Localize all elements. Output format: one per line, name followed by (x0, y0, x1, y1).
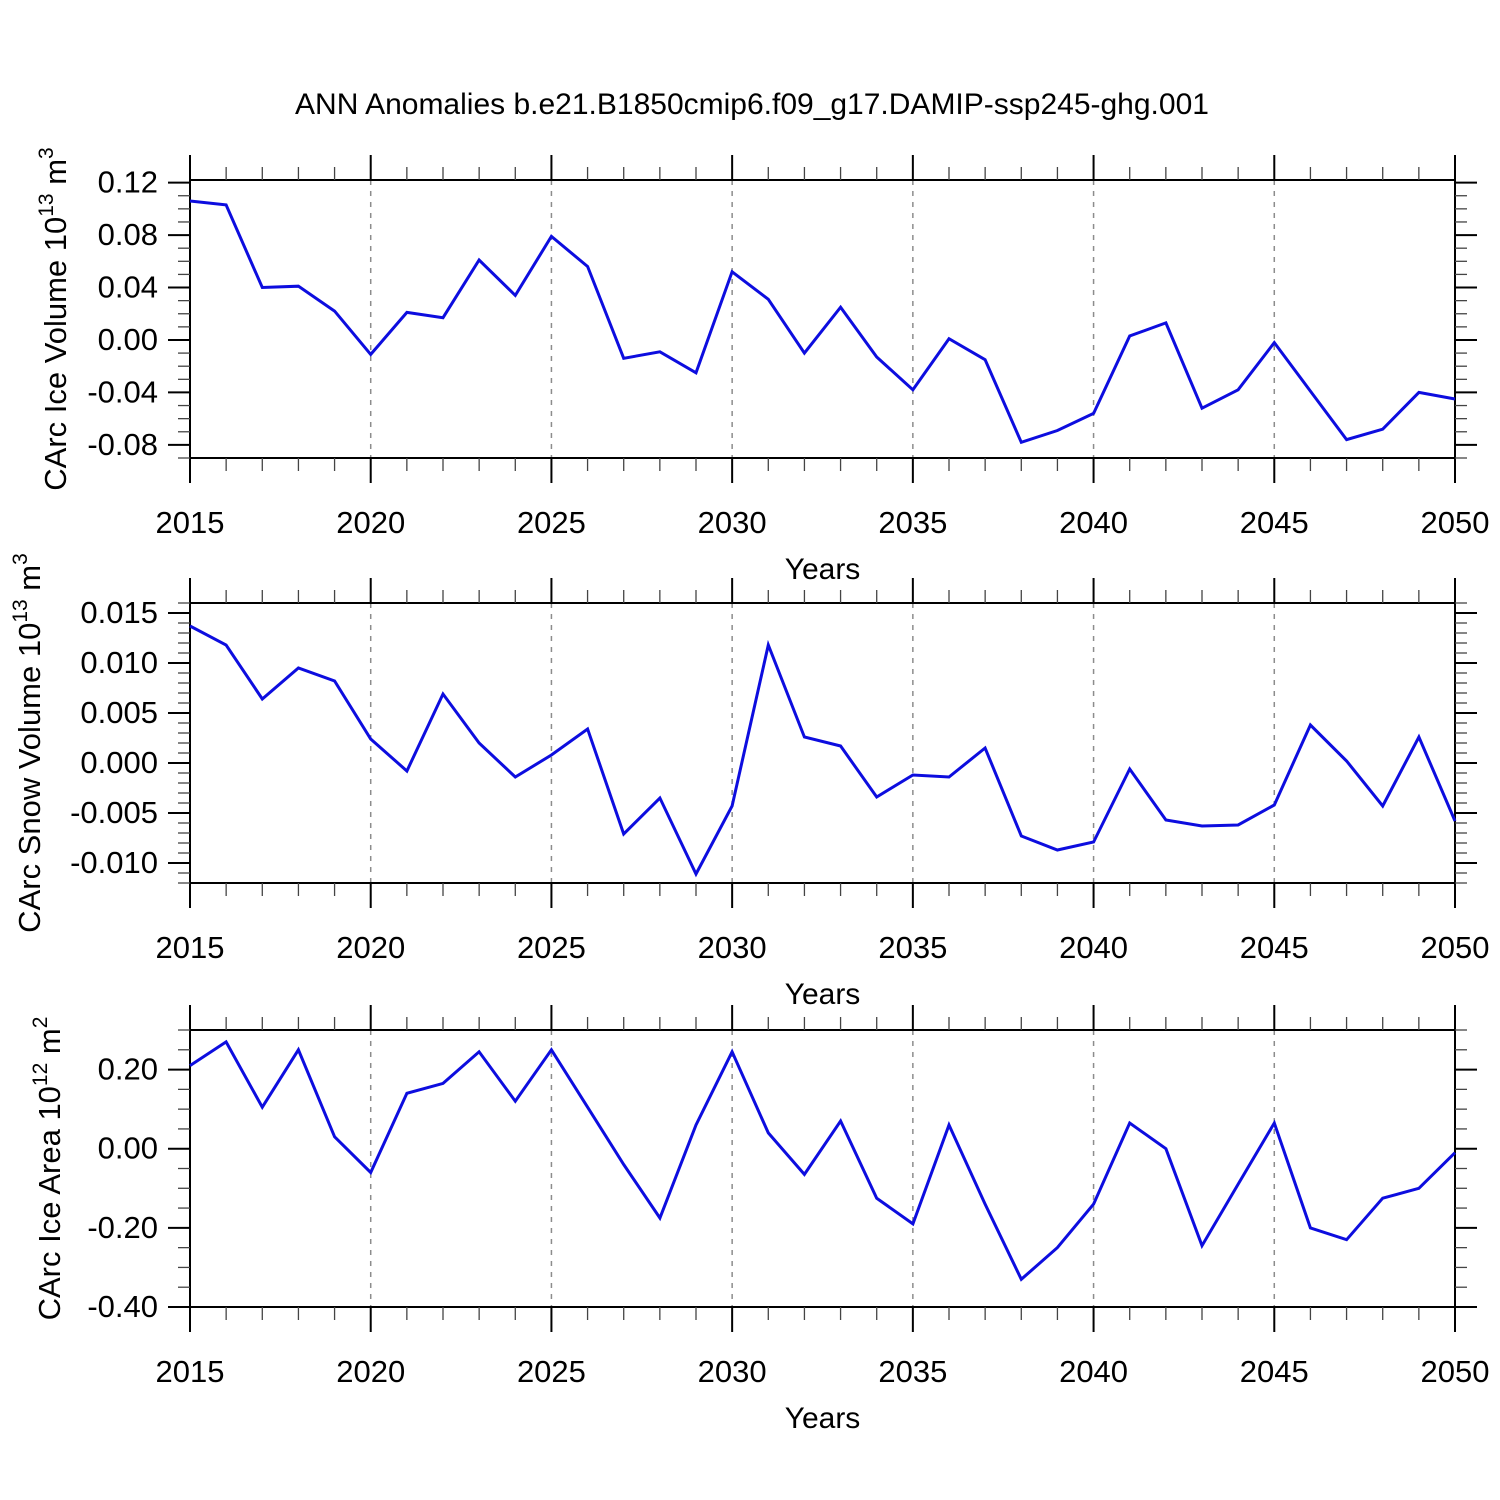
x-tick-label: 2025 (517, 930, 586, 965)
y-tick-label: 0.00 (98, 322, 158, 357)
panel-ice-area: 2015 2020 2025 2030 2035 2040 2045 2050 0.20 0.00… (29, 1005, 1489, 1435)
x-tick-label: 2015 (156, 1354, 225, 1389)
x-axis-title: Years (785, 1402, 861, 1435)
x-tick-label: 2035 (878, 930, 947, 965)
x-tick-label: 2025 (517, 1354, 586, 1389)
x-tick-label: 2035 (878, 1354, 947, 1389)
x-tick-label: 2040 (1059, 1354, 1128, 1389)
data-line-ice-area (189, 1039, 1457, 1282)
x-tick-label: 2030 (698, 1354, 767, 1389)
x-tick-label: 2025 (517, 505, 586, 540)
data-line-snow-volume (189, 624, 1457, 878)
y-tick-label: 0.20 (98, 1052, 158, 1087)
x-tick-label: 2045 (1240, 930, 1309, 965)
y-tick-label: 0.08 (98, 217, 158, 252)
y-axis-title: CArc Ice Volume 1013 m3 (35, 147, 73, 490)
y-tick-label: 0.010 (80, 645, 158, 680)
y-tick-label: 0.015 (80, 595, 158, 630)
y-tick-label: 0.005 (80, 695, 158, 730)
panels-group: 2015 2020 2025 2030 2035 2040 2045 2050 0.12 0.08… (9, 147, 1489, 1435)
x-tick-label: 2015 (156, 505, 225, 540)
y-tick-label: 0.00 (98, 1131, 158, 1166)
plot-frame (189, 179, 1456, 459)
data-line-ice-volume (189, 199, 1456, 445)
x-axis-title: Years (785, 553, 861, 586)
y-tick-label: -0.005 (70, 795, 158, 830)
x-tick-label: 2020 (336, 1354, 405, 1389)
x-tick-label: 2050 (1421, 505, 1490, 540)
x-tick-label: 2020 (336, 505, 405, 540)
plot-frame (189, 1029, 1456, 1308)
y-tick-label: 0.04 (98, 270, 158, 305)
y-axis-title: CArc Ice Area 1012 m2 (29, 1017, 67, 1321)
y-tick-label: -0.40 (87, 1289, 158, 1324)
y-tick-label: -0.08 (87, 427, 158, 462)
panel-ice-volume: 2015 2020 2025 2030 2035 2040 2045 2050 0.12 0.08… (35, 147, 1489, 586)
x-tick-label: 2020 (336, 930, 405, 965)
x-tick-label: 2015 (156, 930, 225, 965)
x-tick-label: 2050 (1421, 1354, 1490, 1389)
x-tick-label: 2040 (1059, 930, 1128, 965)
x-axis-title: Years (785, 978, 861, 1011)
x-tick-label: 2030 (698, 930, 767, 965)
y-tick-label: -0.04 (87, 374, 158, 409)
x-tick-label: 2030 (698, 505, 767, 540)
y-tick-label: 0.000 (80, 745, 158, 780)
x-tick-label: 2050 (1421, 930, 1490, 965)
y-tick-label: 0.12 (98, 165, 158, 200)
figure-title: ANN Anomalies b.e21.B1850cmip6.f09_g17.D… (295, 88, 1209, 121)
x-tick-label: 2040 (1059, 505, 1128, 540)
y-tick-label: -0.010 (70, 845, 158, 880)
x-tick-label: 2035 (878, 505, 947, 540)
x-tick-label: 2045 (1240, 1354, 1309, 1389)
y-tick-label: -0.20 (87, 1210, 158, 1245)
panel-snow-volume: 2015 2020 2025 2030 2035 2040 2045 2050 0.015 0.0… (9, 553, 1489, 1011)
x-tick-label: 2045 (1240, 505, 1309, 540)
y-axis-title: CArc Snow Volume 1013 m3 (9, 553, 47, 933)
